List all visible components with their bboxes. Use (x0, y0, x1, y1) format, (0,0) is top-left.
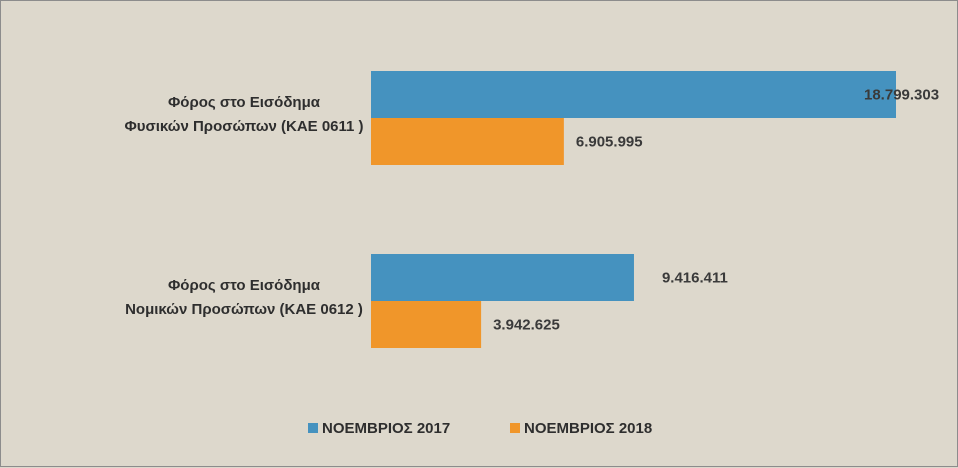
legend-swatch (510, 423, 520, 433)
category-label: Φόρος στο Εισόδημα Φυσικών Προσώπων (ΚΑΕ … (124, 94, 363, 135)
legend-swatch (308, 423, 318, 433)
data-label: 3.942.625 (493, 317, 560, 334)
data-label: 6.905.995 (576, 134, 643, 151)
category-label: Φόρος στο Εισόδημα Νομικών Προσώπων (ΚΑΕ … (125, 277, 363, 318)
bar-nov-2017 (371, 254, 634, 301)
data-label: 18.799.303 (864, 87, 939, 104)
bar-nov-2018 (371, 301, 482, 348)
bar-nov-2018 (371, 118, 564, 165)
bar-nov-2017 (371, 71, 896, 118)
legend-label: ΝΟΕΜΒΡΙΟΣ 2017 (322, 420, 450, 437)
data-label: 9.416.411 (662, 270, 728, 287)
legend-label: ΝΟΕΜΒΡΙΟΣ 2018 (524, 420, 652, 437)
